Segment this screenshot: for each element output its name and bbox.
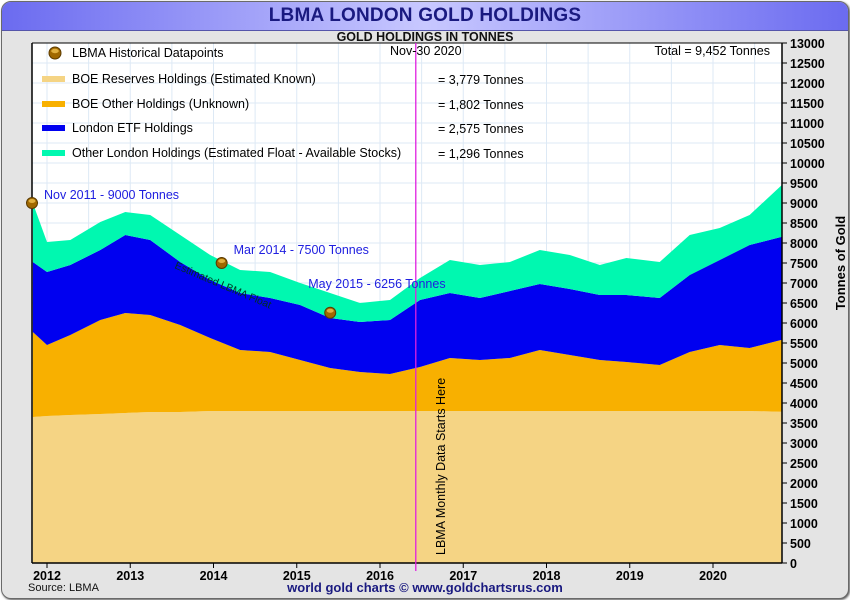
date-label: Nov-30 2020 — [390, 44, 462, 58]
x-tick-label: 2020 — [699, 569, 727, 583]
y-tick-label: 4000 — [790, 397, 818, 411]
legend-value: = 3,779 Tonnes — [438, 73, 524, 87]
y-tick-label: 1000 — [790, 517, 818, 531]
legend-label: London ETF Holdings — [72, 121, 193, 135]
y-axis-label: Tonnes of Gold — [833, 216, 848, 310]
x-tick-label: 2015 — [283, 569, 311, 583]
datapoint-highlight — [28, 199, 36, 203]
legend-swatch-float — [42, 150, 65, 156]
y-tick-label: 7000 — [790, 277, 818, 291]
y-tick-label: 11000 — [790, 117, 824, 131]
y-tick-label: 500 — [790, 537, 811, 551]
chart-subtitle: GOLD HOLDINGS IN TONNES — [336, 30, 514, 44]
y-tick-label: 3500 — [790, 417, 818, 431]
y-tick-label: 5000 — [790, 357, 818, 371]
legend-label: BOE Reserves Holdings (Estimated Known) — [72, 72, 316, 86]
y-tick-label: 11500 — [790, 97, 824, 111]
y-tick-label: 4500 — [790, 377, 818, 391]
y-tick-label: 8000 — [790, 237, 818, 251]
y-tick-label: 7500 — [790, 257, 818, 271]
x-tick-label: 2018 — [533, 569, 561, 583]
legend-label: BOE Other Holdings (Unknown) — [72, 97, 249, 111]
area-float — [32, 184, 783, 322]
y-tick-label: 12000 — [790, 77, 825, 91]
y-tick-label: 10000 — [790, 157, 825, 171]
datapoint-highlight — [326, 308, 334, 313]
legend-datapoint-highlight — [51, 48, 59, 54]
credit-label: world gold charts © www.goldchartsrus.co… — [287, 580, 563, 595]
total-label: Total = 9,452 Tonnes — [655, 44, 771, 58]
legend-swatch-boe-reserves — [42, 76, 65, 82]
y-tick-label: 9000 — [790, 197, 818, 211]
area-boe-other — [32, 313, 783, 417]
y-tick-label: 0 — [790, 557, 797, 571]
area-boe-reserves — [32, 411, 783, 563]
y-tick-label: 6500 — [790, 297, 818, 311]
title-bar: LBMA LONDON GOLD HOLDINGS — [2, 2, 848, 31]
legend-value: = 2,575 Tonnes — [438, 122, 524, 136]
datapoint-highlight — [218, 259, 226, 263]
x-tick-label: 2014 — [200, 569, 228, 583]
x-tick-label: 2019 — [616, 569, 644, 583]
legend-value: = 1,802 Tonnes — [438, 98, 524, 112]
legend-label: LBMA Historical Datapoints — [72, 46, 223, 60]
datapoint-label: Nov 2011 - 9000 Tonnes — [44, 188, 179, 202]
legend-value: = 1,296 Tonnes — [438, 147, 524, 161]
datapoint-label: May 2015 - 6256 Tonnes — [308, 277, 445, 291]
y-tick-label: 13000 — [790, 37, 825, 51]
x-tick-label: 2017 — [449, 569, 477, 583]
legend-label: Other London Holdings (Estimated Float -… — [72, 146, 401, 160]
chart-title: LBMA LONDON GOLD HOLDINGS — [268, 5, 582, 26]
area-etf — [32, 235, 783, 374]
y-tick-label: 8500 — [790, 217, 818, 231]
y-tick-label: 5500 — [790, 337, 818, 351]
legend-swatch-etf — [42, 125, 65, 131]
y-tick-label: 2000 — [790, 477, 818, 491]
y-tick-label: 9500 — [790, 177, 818, 191]
y-tick-label: 3000 — [790, 437, 818, 451]
y-tick-label: 2500 — [790, 457, 818, 471]
y-tick-label: 6000 — [790, 317, 818, 331]
datapoint-label: Mar 2014 - 7500 Tonnes — [234, 243, 369, 257]
y-tick-label: 12500 — [790, 57, 825, 71]
y-tick-label: 10500 — [790, 137, 825, 151]
x-tick-label: 2012 — [33, 569, 61, 583]
source-label: Source: LBMA — [28, 582, 99, 594]
y-tick-label: 1500 — [790, 497, 818, 511]
x-tick-label: 2016 — [366, 569, 394, 583]
monthly-data-label: LBMA Monthly Data Starts Here — [434, 378, 448, 555]
x-tick-label: 2013 — [116, 569, 144, 583]
legend-swatch-boe-other — [42, 101, 65, 107]
